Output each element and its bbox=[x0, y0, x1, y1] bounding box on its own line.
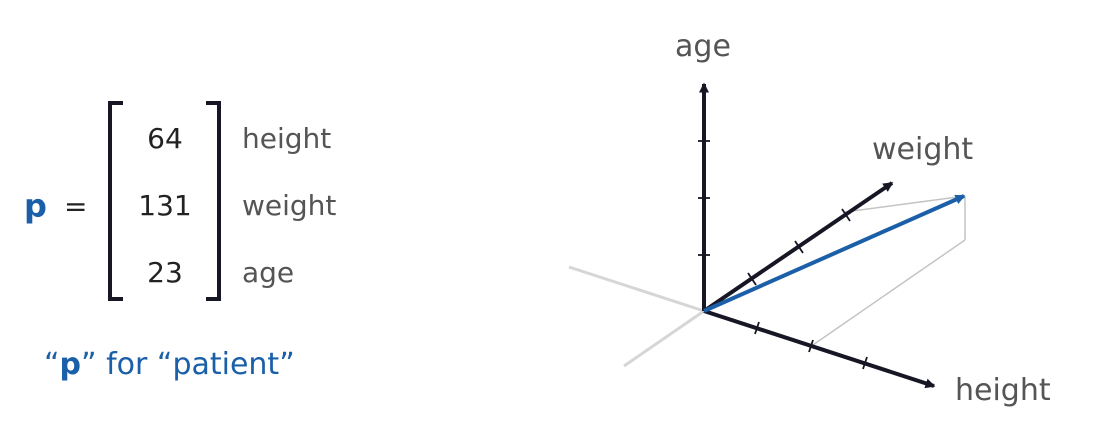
height-tick bbox=[754, 321, 760, 335]
weight-tick bbox=[841, 208, 851, 222]
axis-label-height: height bbox=[955, 373, 1051, 408]
caption-symbol: p bbox=[60, 347, 81, 382]
right-bracket bbox=[206, 101, 221, 301]
entry-label-weight: weight bbox=[242, 189, 336, 222]
ghost-axis-down bbox=[623, 309, 705, 368]
projection-lines bbox=[809, 195, 966, 348]
entry-label-height: height bbox=[242, 122, 331, 155]
vector-symbol: p bbox=[24, 187, 47, 225]
height-axis bbox=[703, 309, 936, 389]
ghost-axis-left bbox=[568, 265, 705, 313]
entry-value-age: 23 bbox=[147, 256, 183, 289]
axis-label-age: age bbox=[675, 29, 731, 64]
weight-tick bbox=[747, 272, 757, 286]
entry-value-weight: 131 bbox=[138, 189, 191, 222]
weight-tick bbox=[794, 240, 804, 254]
left-bracket bbox=[108, 101, 123, 301]
weight-axis-ticks bbox=[747, 208, 851, 286]
entry-value-height: 64 bbox=[147, 122, 183, 155]
entry-label-age: age bbox=[242, 256, 294, 289]
caption-open-quote: “ bbox=[44, 347, 60, 382]
height-axis-ticks bbox=[754, 321, 868, 370]
caption: “p” for “patient” bbox=[44, 347, 295, 382]
patient-vector-arrow bbox=[703, 194, 966, 313]
equals-sign: = bbox=[64, 190, 87, 223]
height-tick bbox=[808, 339, 814, 353]
age-axis-ticks bbox=[698, 140, 710, 256]
caption-rest: ” for “patient” bbox=[81, 347, 295, 382]
height-tick bbox=[862, 356, 868, 370]
axes-3d: age weight height bbox=[568, 29, 1051, 408]
axis-label-weight: weight bbox=[872, 132, 973, 167]
vector-definition: p = 64 131 23 height weight age “p” for … bbox=[24, 101, 336, 382]
